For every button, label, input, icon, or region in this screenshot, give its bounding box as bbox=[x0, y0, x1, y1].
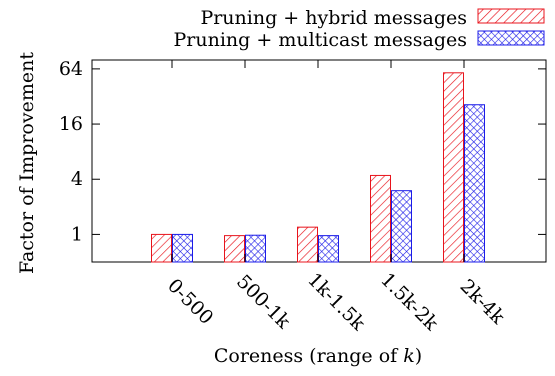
bar-hybrid-4 bbox=[443, 72, 464, 263]
x-tick-label: 1.5k-2k bbox=[376, 269, 442, 335]
x-tick-label: 2k-4k bbox=[456, 275, 510, 329]
legend-label-multicast: Pruning + multicast messages bbox=[174, 29, 468, 51]
x-tick-label: 0-500 bbox=[163, 275, 217, 329]
bar-multicast-4 bbox=[464, 104, 485, 263]
x-tick-label: 1k-1.5k bbox=[303, 269, 369, 335]
y-axis-label: Factor of Improvement bbox=[16, 52, 38, 274]
y-tick-label: 1 bbox=[71, 223, 83, 245]
bar-multicast-3 bbox=[391, 190, 412, 263]
bar-hybrid-2 bbox=[297, 226, 318, 263]
bars-group bbox=[151, 72, 485, 263]
y-tick-label: 64 bbox=[59, 58, 83, 80]
legend-swatch-hybrid bbox=[477, 8, 545, 24]
y-axis: 1 4 16 64 bbox=[59, 58, 546, 245]
bar-hybrid-1 bbox=[224, 235, 245, 263]
x-axis-label: Coreness (range of k) bbox=[214, 345, 422, 367]
y-tick-label: 16 bbox=[59, 113, 83, 135]
bar-hybrid-0 bbox=[151, 233, 172, 263]
y-tick-label: 4 bbox=[71, 168, 83, 190]
bar-multicast-0 bbox=[172, 233, 193, 263]
bar-multicast-1 bbox=[245, 234, 266, 263]
legend: Pruning + hybrid messages Pruning + mult… bbox=[174, 7, 545, 51]
x-tick-label: 500-1k bbox=[232, 271, 295, 334]
legend-swatch-multicast bbox=[477, 30, 545, 46]
legend-label-hybrid: Pruning + hybrid messages bbox=[200, 7, 467, 29]
bar-hybrid-3 bbox=[370, 174, 391, 263]
bar-multicast-2 bbox=[318, 235, 339, 263]
